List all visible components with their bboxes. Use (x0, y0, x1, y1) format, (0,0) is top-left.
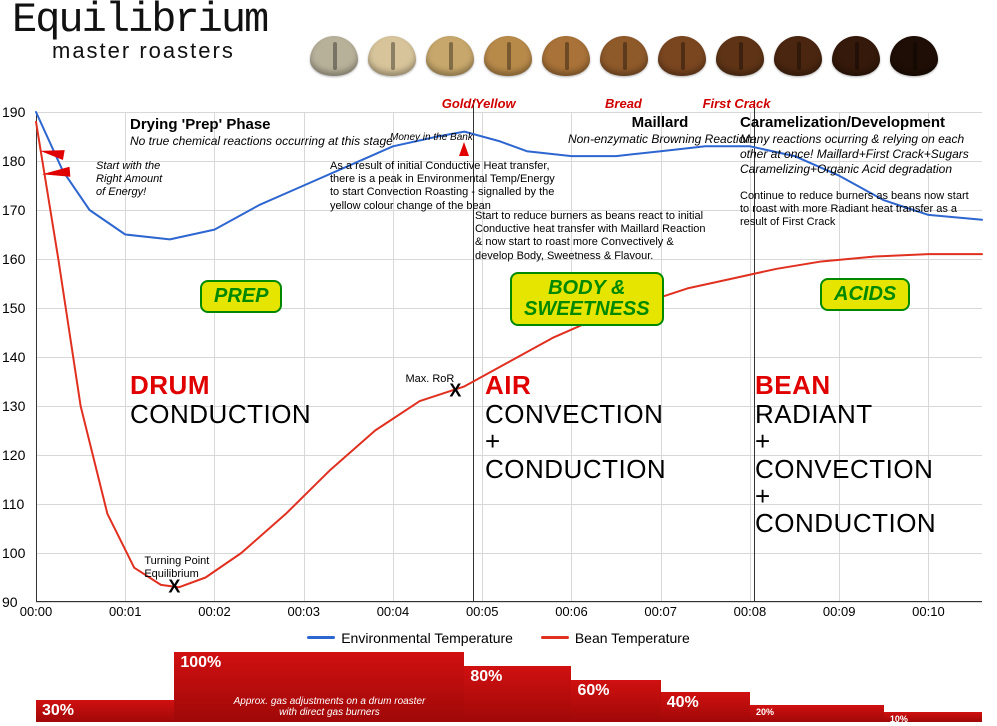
logo: Equilibrium master roasters (12, 2, 267, 64)
x-axis-label: 00:06 (555, 604, 588, 619)
coffee-bean-icon (368, 36, 416, 76)
turning-point-label: Turning Point Equilibrium (144, 555, 209, 581)
coffee-bean-icon (832, 36, 880, 76)
phase-drying-title: Drying 'Prep' Phase (130, 116, 271, 133)
x-axis-label: 00:07 (644, 604, 677, 619)
coffee-bean-icon (542, 36, 590, 76)
first-crack-note: Continue to reduce burners as beans now … (740, 190, 970, 230)
y-axis-label: 160 (2, 251, 25, 267)
phase-caramel-title: Caramelization/Development (740, 114, 945, 131)
x-axis-label: 00:00 (20, 604, 53, 619)
marker-gold-yellow: Gold/Yellow (442, 96, 516, 112)
maillard-note: Start to reduce burners as beans react t… (475, 210, 715, 263)
peak-note: As a result of initial Conductive Heat t… (330, 160, 560, 213)
coffee-bean-icon (890, 36, 938, 76)
badge-acids: ACIDS (820, 278, 910, 311)
legend-bean: Bean Temperature (541, 630, 690, 646)
marker-bread: Bread (605, 96, 642, 112)
logo-main: Equilibrium (12, 2, 267, 40)
y-axis-label: 110 (2, 496, 24, 512)
chart-legend: Environmental Temperature Bean Temperatu… (0, 626, 997, 646)
gas-bar: 40% (661, 692, 750, 722)
phase-maillard-title: Maillard (632, 114, 689, 131)
gas-bar: 60% (571, 680, 660, 722)
y-axis-label: 150 (2, 300, 25, 316)
coffee-bean-icon (426, 36, 474, 76)
coffee-bean-icon (310, 36, 358, 76)
x-axis-label: 00:04 (377, 604, 410, 619)
y-axis-label: 100 (2, 545, 25, 561)
bean-color-row (310, 36, 938, 76)
coffee-bean-icon (484, 36, 532, 76)
x-axis-label: 00:05 (466, 604, 499, 619)
badge-body-sweetness: BODY & SWEETNESS (510, 272, 664, 326)
legend-env: Environmental Temperature (307, 630, 513, 646)
gas-bar: 10% (884, 712, 982, 722)
y-axis-label: 130 (2, 398, 25, 414)
y-axis-label: 120 (2, 447, 25, 463)
x-axis-label: 00:10 (912, 604, 945, 619)
coffee-bean-icon (658, 36, 706, 76)
badge-prep: PREP (200, 280, 282, 313)
phase-drying-sub: No true chemical reactions occurring at … (130, 134, 393, 148)
coffee-bean-icon (774, 36, 822, 76)
marker-first-crack: First Crack (703, 96, 771, 112)
max-ror-label: Max. RoR (405, 373, 454, 386)
phase-caramel-sub: Many reactions ocurring & relying on eac… (740, 132, 969, 176)
gas-adjustment-bars: 30%100%80%60%40%20%10%Approx. gas adjust… (36, 650, 982, 722)
heat-drum: DRUM CONDUCTION (130, 370, 311, 428)
heat-bean: BEAN RADIANT + CONVECTION + CONDUCTION (755, 370, 936, 537)
x-axis-label: 00:03 (287, 604, 320, 619)
gas-bar: 20% (750, 705, 884, 722)
phase-maillard: Maillard Non-enzymatic Browning Reaction (560, 114, 760, 147)
y-axis-label: 190 (2, 104, 25, 120)
arrow-up-icon (459, 142, 469, 156)
x-axis-label: 00:01 (109, 604, 142, 619)
gas-note: Approx. gas adjustments on a drum roaste… (214, 696, 444, 718)
gas-bar: 80% (464, 666, 571, 722)
gas-bar: 30% (36, 700, 174, 722)
x-axis-label: 00:09 (823, 604, 856, 619)
y-axis-label: 170 (2, 202, 25, 218)
y-axis-label: 140 (2, 349, 25, 365)
y-axis-label: 90 (2, 594, 18, 610)
x-axis-label: 00:02 (198, 604, 231, 619)
coffee-bean-icon (600, 36, 648, 76)
x-axis-label: 00:08 (734, 604, 767, 619)
heat-air: AIR CONVECTION + CONDUCTION (485, 370, 666, 483)
start-energy-note: Start with the Right Amount of Energy! (96, 160, 162, 200)
phase-caramel: Caramelization/Development Many reaction… (740, 114, 990, 178)
coffee-bean-icon (716, 36, 764, 76)
phase-maillard-sub: Non-enzymatic Browning Reaction (568, 132, 752, 146)
y-axis-label: 180 (2, 153, 25, 169)
